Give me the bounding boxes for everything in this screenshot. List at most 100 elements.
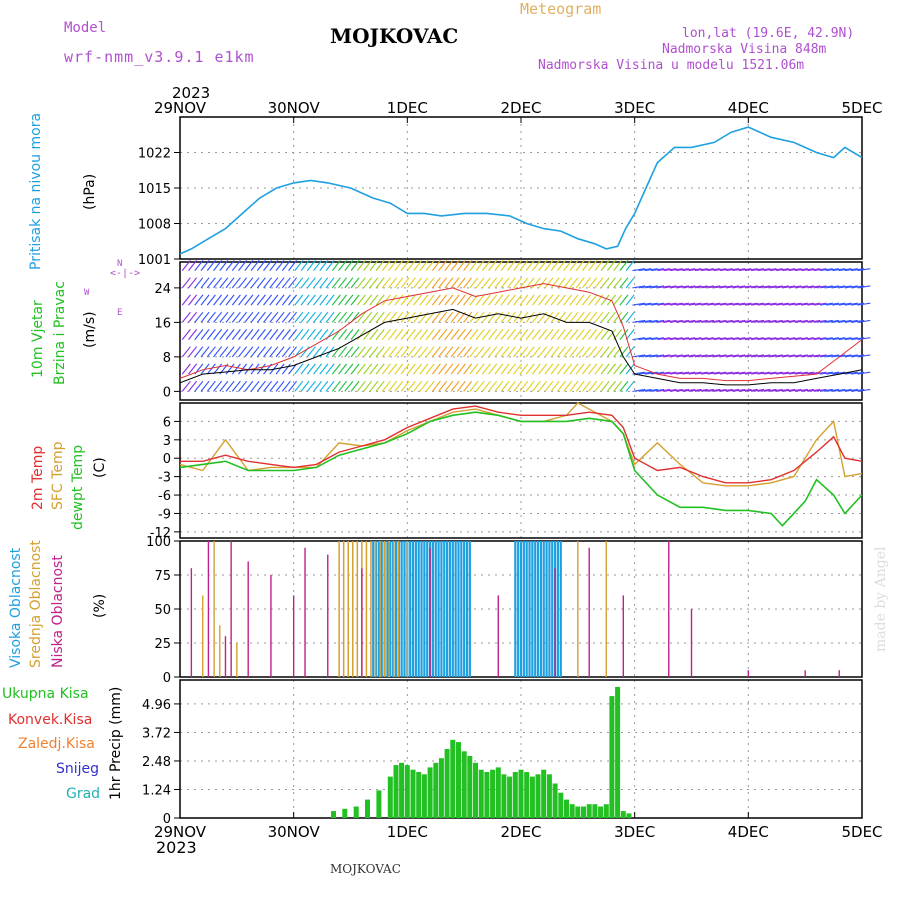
wind-arrow: [300, 260, 310, 271]
wind-arrow: [238, 380, 248, 392]
wind-arrow: [575, 260, 585, 271]
wind-arrow: [638, 285, 652, 289]
wind-arrow: [206, 363, 216, 375]
wind-arrow: [776, 268, 790, 272]
wind-arrow: [663, 285, 677, 289]
wind-arrow: [550, 346, 560, 358]
wind-arrow: [851, 388, 865, 392]
wind-arrow: [338, 260, 348, 271]
wind-arrow: [319, 277, 329, 289]
wind-arrow: [657, 285, 671, 289]
wind-arrow: [181, 260, 191, 271]
wind-arrow: [494, 380, 504, 392]
wind-arrow: [600, 380, 610, 392]
wind-arrow: [456, 380, 466, 392]
wind-arrow: [525, 363, 535, 375]
wind-arrow: [744, 302, 758, 306]
wind-arrow: [425, 277, 435, 289]
wind-arrow: [281, 294, 291, 306]
wind-arrow: [188, 346, 198, 358]
wind-arrow: [844, 337, 858, 341]
wind-arrow: [726, 268, 740, 272]
y-tick-label: -12: [150, 526, 171, 541]
wind-arrow: [713, 285, 727, 289]
wind-arrow: [444, 277, 454, 289]
wind-arrow: [819, 371, 833, 375]
wind-arrow: [475, 277, 485, 289]
wind-arrow: [644, 337, 658, 341]
wind-arrow: [431, 329, 441, 340]
wind-arrow: [256, 277, 266, 289]
wind-arrow: [738, 319, 752, 323]
wind-arrow: [606, 294, 616, 306]
wind-arrow: [250, 380, 260, 392]
wind-arrow: [506, 277, 516, 289]
wind-arrow: [701, 268, 715, 272]
wind-arrow: [450, 380, 460, 392]
legend-frozen-rain: Zaledj.Kisa: [18, 736, 95, 752]
wind-arrow: [231, 346, 241, 358]
wind-arrow: [388, 277, 398, 289]
wind-arrow: [832, 319, 846, 323]
wind-arrow: [782, 371, 796, 375]
wind-arrow: [369, 346, 379, 358]
y-tick-label: 1008: [138, 218, 171, 233]
wind-arrow: [606, 277, 616, 289]
wind-arrow: [275, 363, 285, 375]
wind-arrow: [838, 285, 852, 289]
wind-arrow: [369, 260, 379, 271]
wind-arrow: [688, 319, 702, 323]
wind-arrow: [844, 354, 858, 358]
wind-arrow: [744, 337, 758, 341]
wind-arrow: [694, 302, 708, 306]
wind-arrow: [801, 285, 815, 289]
wind-arrow: [263, 380, 273, 392]
wind-arrow: [256, 346, 266, 358]
wind-arrow: [219, 380, 229, 392]
wind-arrow: [794, 268, 808, 272]
wind-arrow: [563, 311, 573, 323]
wind-arrow: [757, 354, 771, 358]
wind-arrow: [263, 277, 273, 289]
wind-arrow: [575, 329, 585, 340]
wind-arrow: [726, 285, 740, 289]
wind-arrow: [807, 302, 821, 306]
wind-arrow: [356, 260, 366, 271]
wind-arrow: [188, 329, 198, 340]
wind-arrow: [813, 302, 827, 306]
wind-arrow: [838, 302, 852, 306]
wind-arrow: [306, 380, 316, 392]
wind-arrow: [413, 329, 423, 340]
wind-arrow: [394, 363, 404, 375]
wind-arrow: [550, 380, 560, 392]
wind-arrow: [494, 260, 504, 271]
wind-arrow: [363, 346, 373, 358]
wind-arrow: [801, 302, 815, 306]
legend-total-rain: Ukupna Kisa: [2, 686, 89, 702]
wind-arrow: [757, 268, 771, 272]
wind-arrow: [844, 268, 858, 272]
wind-arrow: [632, 337, 646, 341]
wind-arrow: [732, 268, 746, 272]
precip-bar: [569, 804, 575, 818]
wind-arrow: [263, 311, 273, 323]
wind-arrow: [200, 380, 210, 392]
wind-arrow: [519, 346, 529, 358]
wind-arrow: [481, 380, 491, 392]
wind-arrow: [782, 354, 796, 358]
wind-arrow: [494, 346, 504, 358]
wind-arrow: [794, 354, 808, 358]
wind-arrow: [388, 260, 398, 271]
wind-arrow: [213, 380, 223, 392]
wind-arrow: [769, 302, 783, 306]
wind-arrow: [688, 354, 702, 358]
wind-arrow: [776, 371, 790, 375]
precip-bar: [393, 765, 399, 818]
wind-arrow: [751, 285, 765, 289]
wind-arrow: [394, 329, 404, 340]
wind-arrow: [375, 329, 385, 340]
wind-arrow: [294, 294, 304, 306]
wind-arrow: [594, 363, 604, 375]
wind-arrow: [751, 388, 765, 392]
wind-arrow: [688, 285, 702, 289]
